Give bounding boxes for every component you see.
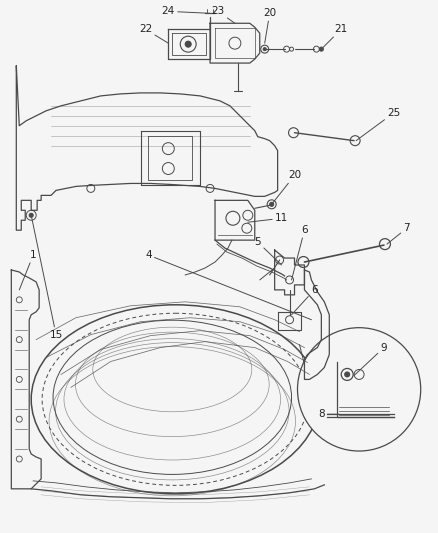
- Circle shape: [297, 328, 421, 451]
- Circle shape: [185, 41, 191, 47]
- Circle shape: [263, 47, 266, 51]
- Text: 8: 8: [318, 409, 339, 419]
- Text: 6: 6: [292, 285, 318, 315]
- Text: 22: 22: [139, 24, 168, 43]
- Circle shape: [270, 203, 274, 206]
- Text: 11: 11: [248, 213, 288, 223]
- Text: 7: 7: [387, 223, 410, 244]
- Text: 20: 20: [272, 171, 301, 204]
- Text: 20: 20: [263, 9, 276, 43]
- Text: 1: 1: [19, 250, 36, 290]
- Text: 21: 21: [321, 24, 348, 49]
- Text: 5: 5: [254, 237, 282, 265]
- Text: 15: 15: [31, 215, 63, 340]
- Circle shape: [29, 213, 33, 217]
- Circle shape: [319, 47, 323, 51]
- Text: 23: 23: [212, 6, 235, 23]
- Text: 9: 9: [354, 343, 387, 375]
- Text: 6: 6: [292, 225, 308, 280]
- Circle shape: [345, 372, 350, 377]
- Text: 25: 25: [356, 108, 400, 141]
- Text: 24: 24: [162, 6, 210, 17]
- Text: 4: 4: [145, 250, 311, 320]
